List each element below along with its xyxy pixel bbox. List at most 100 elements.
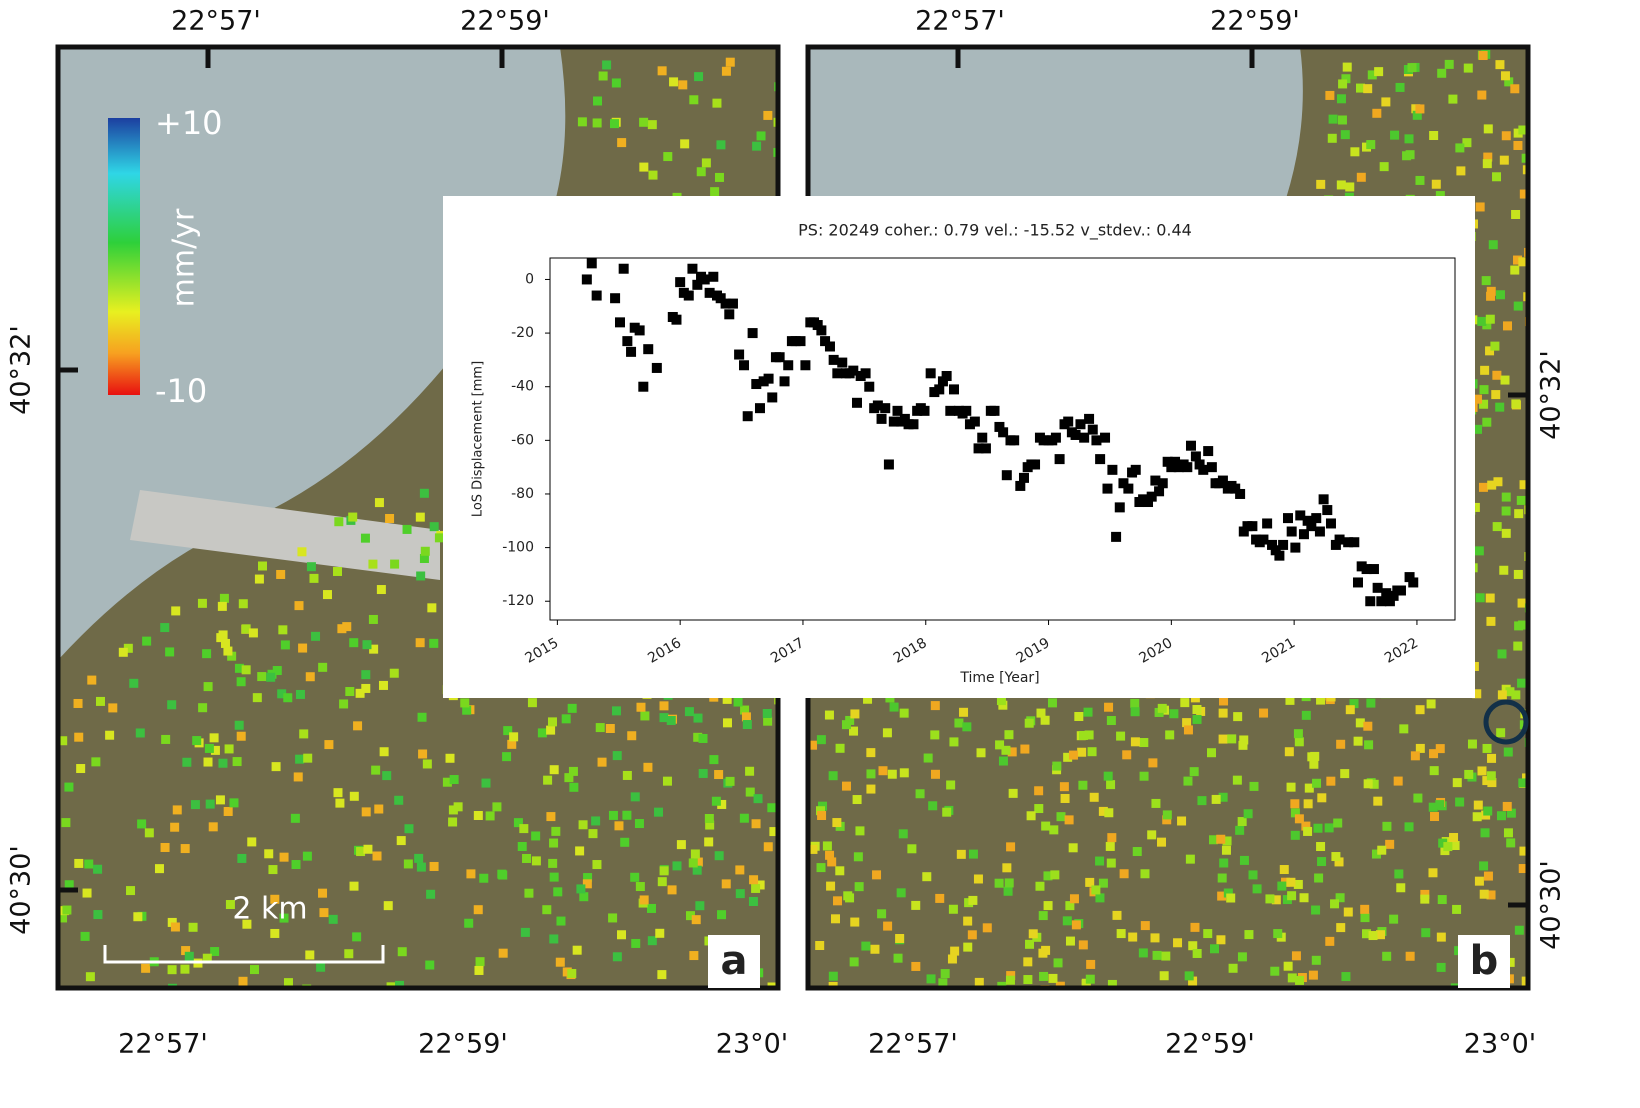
data-point: [582, 274, 592, 284]
ps-point: [345, 687, 354, 696]
ps-point: [1057, 812, 1066, 821]
ps-point: [569, 767, 578, 776]
ps-point: [1238, 817, 1247, 826]
data-point: [1079, 433, 1089, 443]
ps-point: [1405, 822, 1414, 831]
ps-point: [1193, 715, 1202, 724]
ps-point: [430, 522, 439, 531]
ps-point: [474, 966, 483, 975]
ps-point: [663, 777, 672, 786]
ps-point: [1430, 812, 1439, 821]
ps-point: [712, 797, 721, 806]
ps-point: [900, 768, 909, 777]
data-point: [908, 419, 918, 429]
ps-point: [476, 957, 485, 966]
ps-point: [1486, 315, 1495, 324]
data-point: [1088, 425, 1098, 435]
ps-point: [161, 843, 170, 852]
ps-point: [1489, 240, 1498, 249]
data-point: [587, 258, 597, 268]
ps-point: [76, 764, 85, 773]
longitude-label: 22°57': [118, 1029, 208, 1060]
ps-point: [173, 805, 182, 814]
ps-point: [1325, 937, 1334, 946]
ps-point: [1333, 819, 1342, 828]
ps-point: [692, 915, 701, 924]
ps-point: [562, 714, 571, 723]
ps-point: [86, 972, 95, 981]
ps-point: [492, 802, 501, 811]
ps-point: [74, 733, 83, 742]
ps-point: [1366, 140, 1375, 149]
ps-point: [335, 799, 344, 808]
ps-point: [1039, 911, 1048, 920]
ps-point: [1023, 975, 1032, 984]
ps-point: [1227, 734, 1236, 743]
ps-point: [612, 706, 621, 715]
ps-point: [842, 720, 851, 729]
ps-point: [1295, 737, 1304, 746]
ps-point: [1492, 371, 1501, 380]
ps-point: [717, 910, 726, 919]
ps-point: [350, 882, 359, 891]
ps-point: [1190, 767, 1199, 776]
ps-point: [311, 632, 320, 641]
ps-point: [743, 720, 752, 729]
ps-point: [379, 681, 388, 690]
ps-point: [1291, 831, 1300, 840]
ps-point: [216, 795, 225, 804]
ps-point: [1034, 786, 1043, 795]
longitude-label: 22°59': [460, 6, 550, 37]
ps-point: [735, 865, 744, 874]
ps-point: [546, 726, 555, 735]
ps-point: [1112, 911, 1121, 920]
ps-point: [556, 958, 565, 967]
ps-point: [963, 943, 972, 952]
ps-point: [1502, 506, 1511, 515]
ps-point: [368, 560, 377, 569]
ps-point: [1285, 747, 1294, 756]
ps-point: [757, 131, 766, 140]
ps-point: [1498, 690, 1507, 699]
ps-point: [1429, 131, 1438, 140]
ps-point: [398, 947, 407, 956]
data-point: [816, 325, 826, 335]
ps-point: [579, 820, 588, 829]
ps-point: [1188, 941, 1197, 950]
ps-point: [825, 711, 834, 720]
ps-point: [1216, 835, 1225, 844]
ps-point: [598, 758, 607, 767]
ps-point: [957, 850, 966, 859]
ps-point: [1104, 808, 1113, 817]
ps-point: [927, 974, 936, 983]
ps-point: [363, 845, 372, 854]
ps-point: [1407, 63, 1416, 72]
ps-point: [460, 698, 469, 707]
ps-point: [171, 606, 180, 615]
ps-point: [654, 808, 663, 817]
ps-point: [141, 964, 150, 973]
ps-point: [1341, 130, 1350, 139]
ps-point: [969, 850, 978, 859]
latitude-label: 40°30': [6, 845, 37, 935]
ps-point: [1044, 901, 1053, 910]
ps-point: [1455, 143, 1464, 152]
ps-point: [1432, 180, 1441, 189]
ps-point: [83, 889, 92, 898]
ps-point: [361, 670, 370, 679]
data-point: [775, 352, 785, 362]
ps-point: [1506, 838, 1515, 847]
ps-point: [1086, 975, 1095, 984]
ps-point: [185, 952, 194, 961]
ps-point: [697, 167, 706, 176]
ps-point: [210, 733, 219, 742]
figure: +10 -10 mm/yr 2 km PS: 20249 coher.: 0.7…: [0, 0, 1640, 1108]
ps-point: [879, 766, 888, 775]
ps-point: [1106, 780, 1115, 789]
ps-point: [636, 703, 645, 712]
longitude-label: 22°57': [868, 1029, 958, 1060]
ps-point: [941, 969, 950, 978]
ps-point: [1233, 712, 1242, 721]
x-axis-label: Time [Year]: [959, 670, 1039, 686]
ps-point: [519, 824, 528, 833]
